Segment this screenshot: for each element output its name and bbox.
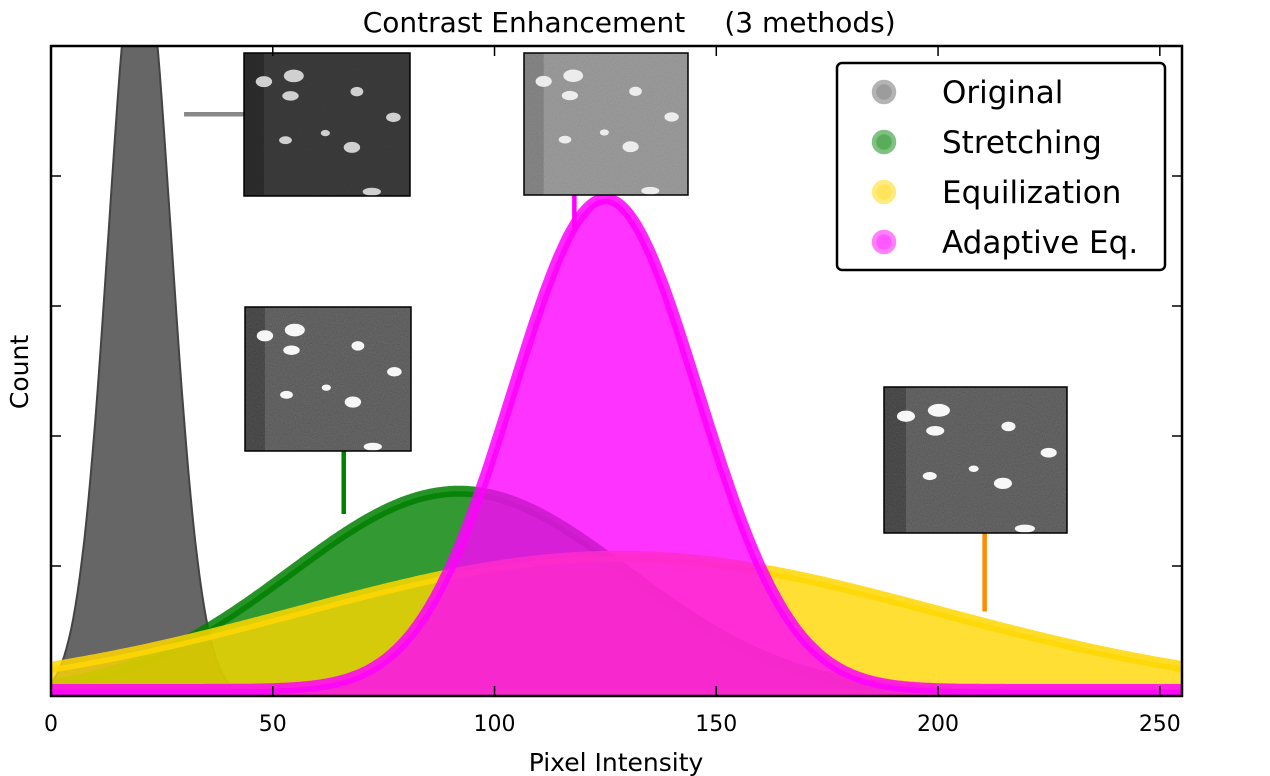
inset-image-equilization (883, 386, 1068, 534)
tick-layer: 0 50 100 150 200 250 (44, 46, 1182, 737)
series-area-adaptive-eq (51, 198, 1182, 696)
legend-label-stretching: Stretching (942, 125, 1102, 161)
legend-frame (835, 61, 1167, 272)
legend: Original Stretching Equilization Adaptive E… (835, 61, 1167, 272)
legend-label-equilization: Equilization (942, 175, 1121, 211)
inset-image-adaptive-eq (523, 52, 689, 196)
x-tick-label: 200 (917, 712, 959, 737)
legend-marker-equilization (871, 179, 897, 205)
inset-layer (184, 52, 1068, 612)
series-area-original (51, 46, 1182, 696)
series-line-adaptive-eq (51, 193, 1182, 695)
plot-frame (49, 44, 1184, 698)
chart-subtitle: (3 methods) (724, 6, 895, 39)
x-tick-label: 50 (259, 712, 287, 737)
legend-marker-stretching (871, 129, 897, 155)
x-tick-label: 150 (695, 712, 737, 737)
x-tick-label: 250 (1139, 712, 1181, 737)
legend-marker-original (871, 79, 897, 105)
x-tick-label: 0 (44, 712, 58, 737)
legend-label-original: Original (942, 75, 1063, 111)
inset-image-stretching (244, 306, 412, 452)
y-axis-label: Count (5, 335, 34, 409)
chart-title: Contrast Enhancement (363, 6, 686, 39)
series-layer (51, 46, 1182, 696)
x-tick-label: 100 (474, 712, 516, 737)
legend-label-adaptive-eq: Adaptive Eq. (942, 225, 1138, 261)
inset-image-original (243, 52, 411, 197)
x-axis-label: Pixel Intensity (529, 748, 704, 776)
legend-marker-adaptive-eq (871, 229, 897, 255)
